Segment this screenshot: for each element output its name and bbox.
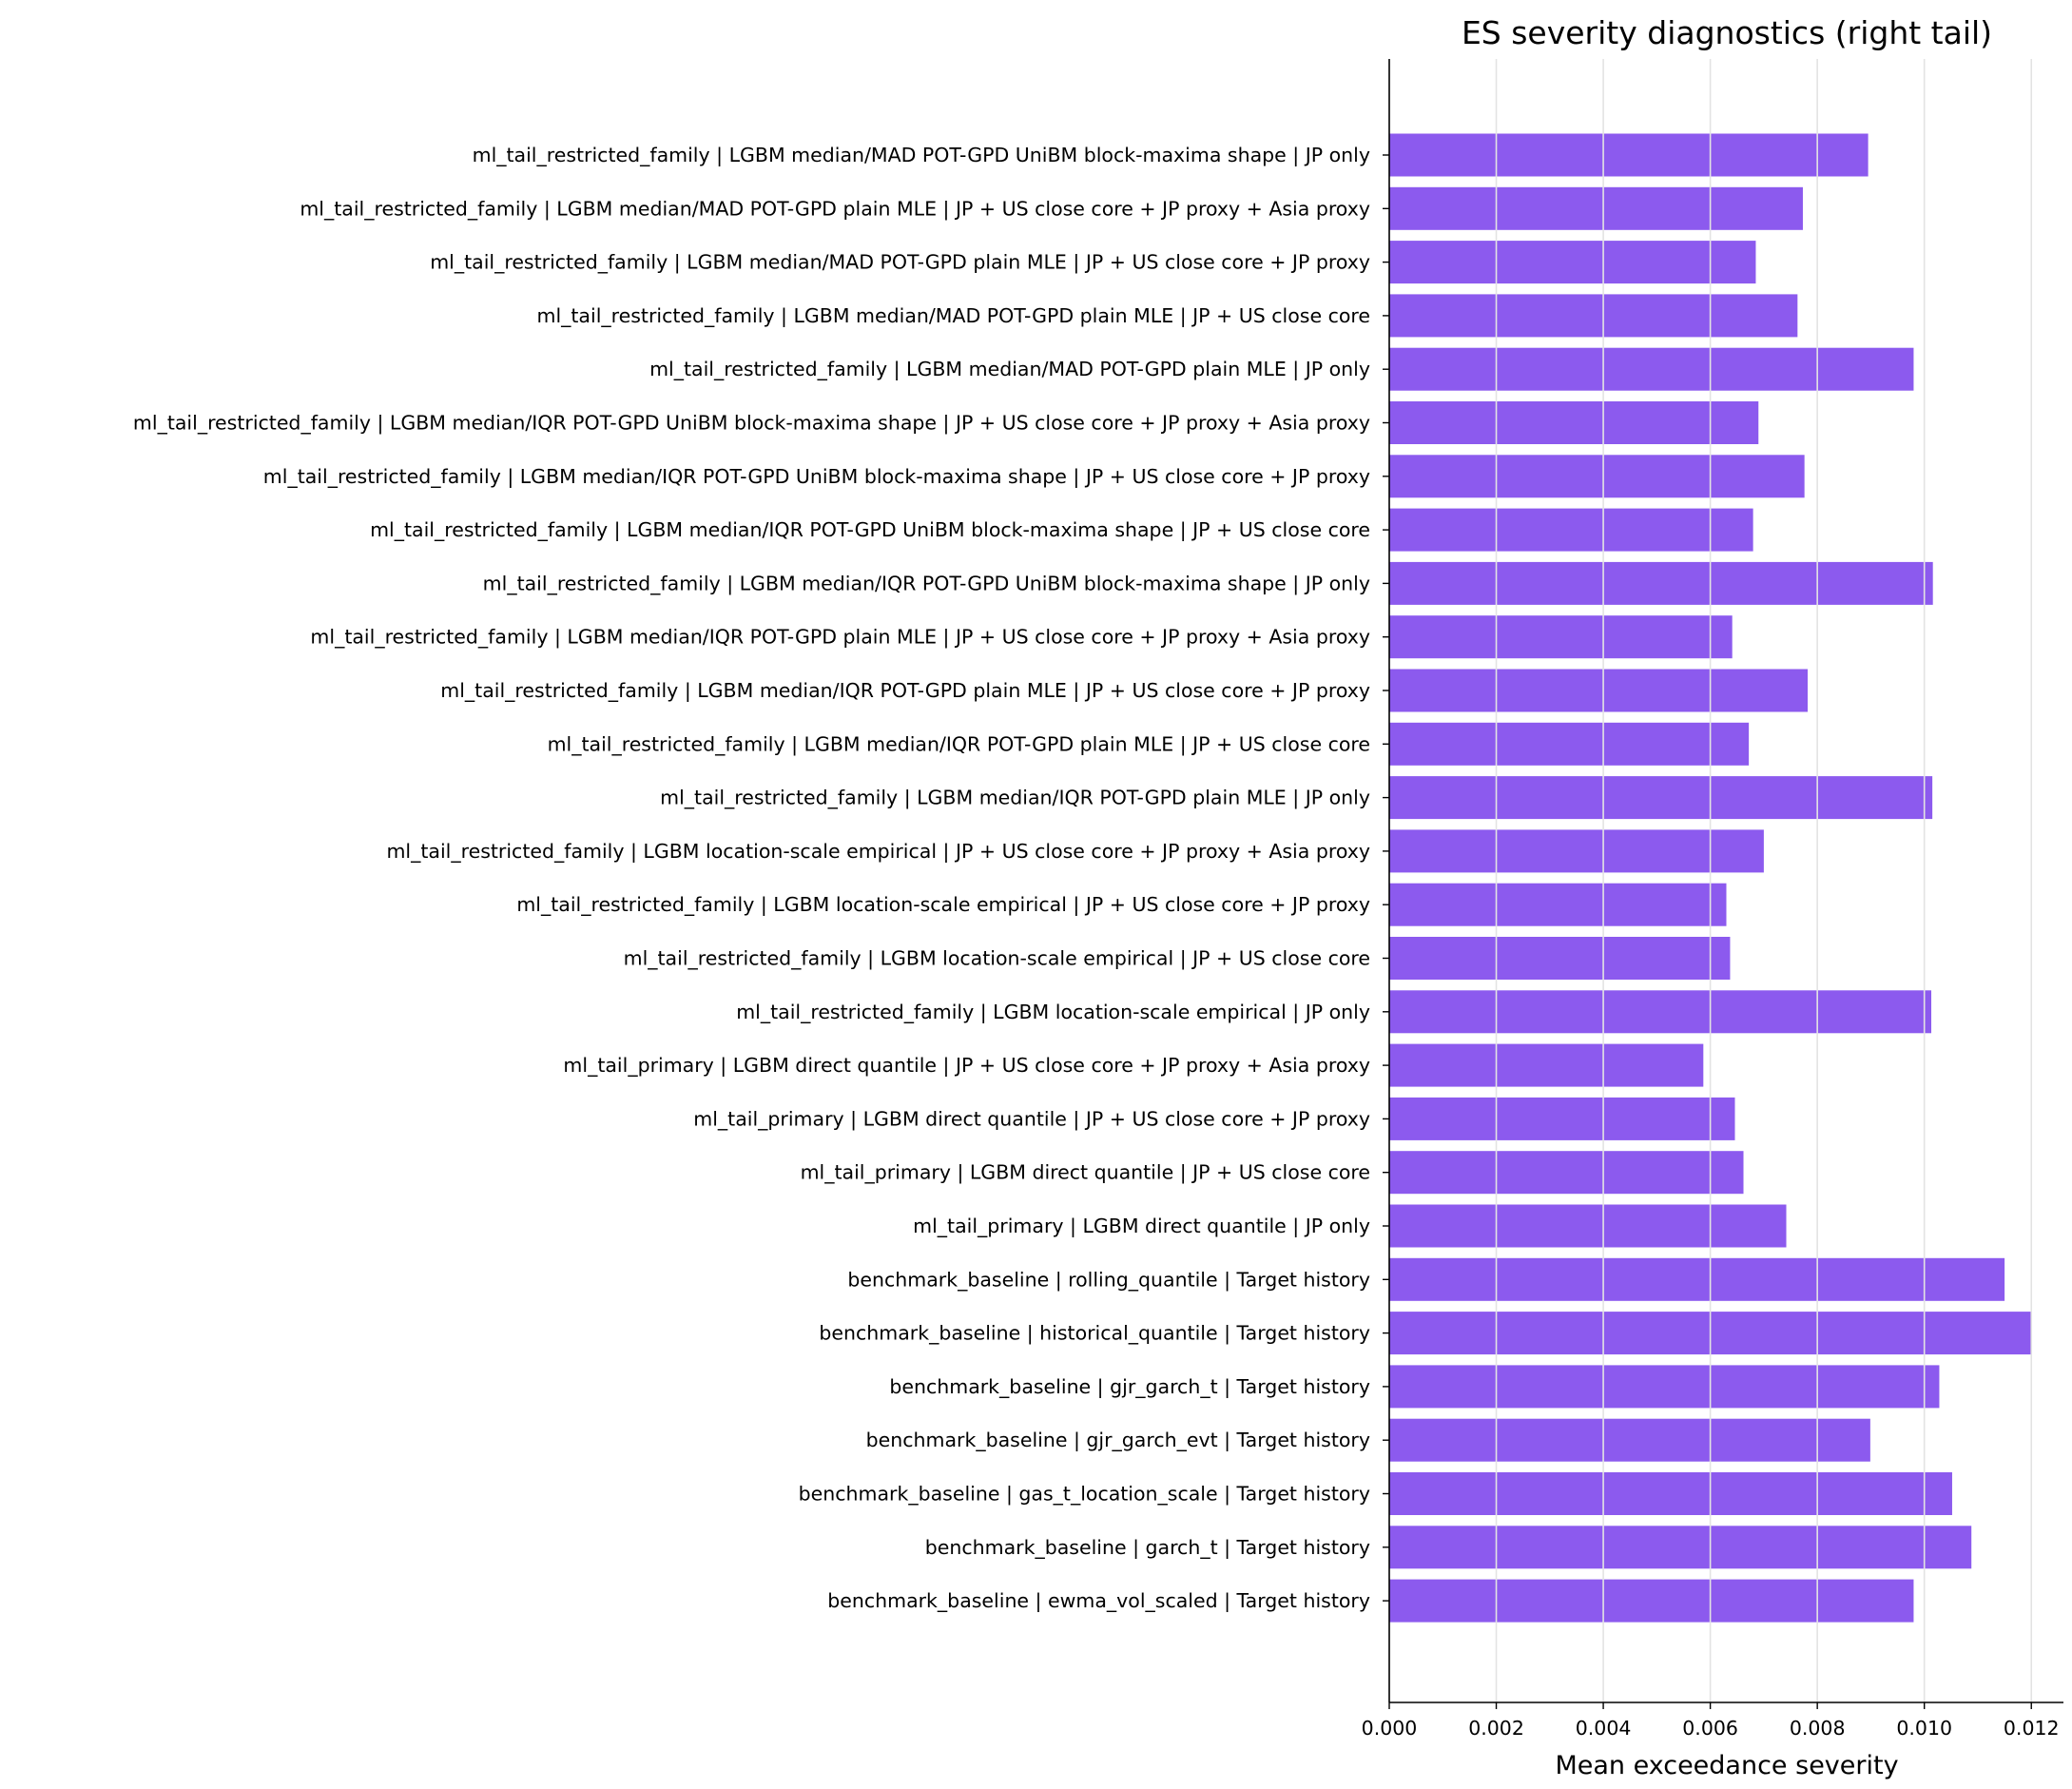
bar	[1389, 347, 1914, 391]
y-tick-label: ml_tail_primary | LGBM direct quantile |…	[913, 1215, 1370, 1238]
bar	[1389, 1418, 1870, 1462]
bar	[1389, 937, 1731, 980]
bar	[1389, 1526, 1972, 1569]
bar	[1389, 1204, 1787, 1248]
x-tick-label: 0.004	[1576, 1717, 1632, 1740]
y-tick-label: ml_tail_restricted_family | LGBM median/…	[440, 679, 1370, 703]
y-tick-label: ml_tail_restricted_family | LGBM locatio…	[386, 840, 1370, 864]
y-tick-label: ml_tail_primary | LGBM direct quantile |…	[563, 1054, 1370, 1078]
bar	[1389, 1472, 1952, 1515]
y-tick-label: benchmark_baseline | historical_quantile…	[819, 1322, 1370, 1346]
y-tick-label: benchmark_baseline | rolling_quantile | …	[847, 1268, 1370, 1292]
x-tick-label: 0.008	[1790, 1717, 1846, 1740]
y-tick-label: ml_tail_restricted_family | LGBM median/…	[263, 465, 1370, 489]
bar	[1389, 133, 1869, 177]
y-tick-label: ml_tail_restricted_family | LGBM median/…	[370, 518, 1370, 542]
y-tick-label: ml_tail_restricted_family | LGBM locatio…	[624, 947, 1370, 971]
bar	[1389, 1151, 1744, 1195]
x-tick-label: 0.002	[1468, 1717, 1524, 1740]
bar	[1389, 883, 1727, 926]
y-tick-labels: ml_tail_restricted_family | LGBM median/…	[133, 144, 1370, 1613]
x-tick-label: 0.006	[1682, 1717, 1738, 1740]
x-tick-labels: 0.000 0.002 0.004 0.006 0.008 0.010 0.012	[1362, 1717, 2060, 1740]
x-tick-label: 0.012	[2004, 1717, 2060, 1740]
bar	[1389, 241, 1756, 284]
bar	[1389, 669, 1809, 712]
x-tick-label: 0.000	[1362, 1717, 1418, 1740]
y-tick-label: ml_tail_restricted_family | LGBM locatio…	[516, 893, 1370, 917]
bar	[1389, 1579, 1914, 1623]
y-tick-label: benchmark_baseline | gjr_garch_evt | Tar…	[866, 1429, 1370, 1452]
bar	[1389, 1257, 2005, 1301]
bar	[1389, 561, 1933, 605]
y-tick-label: ml_tail_restricted_family | LGBM median/…	[300, 197, 1370, 221]
y-tick-label: ml_tail_restricted_family | LGBM median/…	[536, 304, 1370, 328]
bar	[1389, 990, 1932, 1034]
bar	[1389, 401, 1759, 444]
y-tick-label: ml_tail_restricted_family | LGBM median/…	[649, 358, 1370, 381]
y-tick-label: ml_tail_restricted_family | LGBM median/…	[430, 251, 1370, 275]
y-tick-label: ml_tail_restricted_family | LGBM locatio…	[736, 1001, 1370, 1024]
y-tick-label: ml_tail_primary | LGBM direct quantile |…	[693, 1107, 1370, 1131]
y-tick-label: ml_tail_restricted_family | LGBM median/…	[548, 732, 1370, 756]
bar	[1389, 1365, 1940, 1409]
y-tick-label: ml_tail_restricted_family | LGBM median/…	[310, 626, 1370, 650]
bar	[1389, 615, 1733, 659]
bar	[1389, 508, 1753, 552]
bar	[1389, 829, 1764, 873]
y-tick-label: ml_tail_restricted_family | LGBM median/…	[660, 787, 1370, 810]
y-tick-label: benchmark_baseline | garch_t | Target hi…	[925, 1536, 1370, 1560]
bar	[1389, 776, 1933, 820]
y-tick-label: benchmark_baseline | gas_t_location_scal…	[799, 1483, 1370, 1507]
bar	[1389, 455, 1805, 498]
bar	[1389, 1043, 1704, 1087]
x-axis-label: Mean exceedance severity	[1555, 1751, 1898, 1780]
bar	[1389, 722, 1750, 766]
bar	[1389, 1097, 1735, 1140]
bar	[1389, 186, 1803, 230]
bars	[1389, 133, 2032, 1623]
y-tick-label: ml_tail_restricted_family | LGBM median/…	[133, 412, 1370, 436]
bar	[1389, 294, 1798, 338]
axes	[1383, 59, 2063, 1709]
y-tick-label: benchmark_baseline | gjr_garch_t | Targe…	[889, 1375, 1370, 1399]
y-tick-label: ml_tail_primary | LGBM direct quantile |…	[801, 1161, 1370, 1185]
y-tick-label: ml_tail_restricted_family | LGBM median/…	[473, 144, 1370, 167]
y-tick-label: ml_tail_restricted_family | LGBM median/…	[483, 572, 1370, 595]
grid-lines	[1495, 59, 2033, 1702]
y-tick-label: benchmark_baseline | ewma_vol_scaled | T…	[827, 1589, 1370, 1613]
chart-title: ES severity diagnostics (right tail)	[1462, 14, 1992, 51]
x-tick-label: 0.010	[1896, 1717, 1952, 1740]
